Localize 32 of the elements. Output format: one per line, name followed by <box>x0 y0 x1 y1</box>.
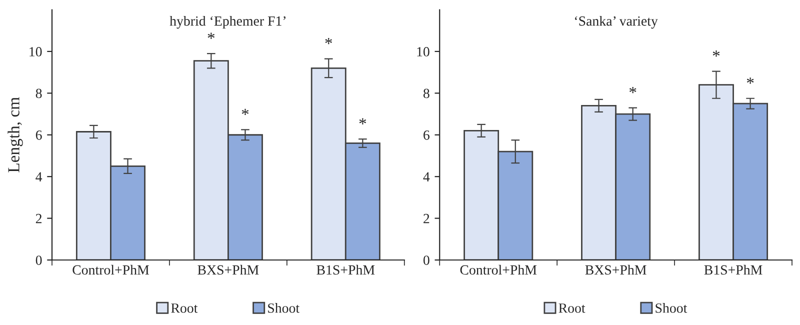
annotation: * <box>325 38 332 44</box>
x-tick-label: Control+PhM <box>72 264 149 275</box>
x-tick-label: B1S+PhM <box>316 264 375 275</box>
y-tick-label: 2 <box>424 214 430 224</box>
x-tick-label: Control+PhM <box>460 264 537 275</box>
legend-label: Root <box>558 304 586 313</box>
y-tick-label: 6 <box>424 130 430 140</box>
y-tick-label: 0 <box>36 256 42 265</box>
y-tick-label: 2 <box>36 214 42 224</box>
x-tick-label: B1S+PhM <box>704 264 762 275</box>
annotation: * <box>208 32 215 39</box>
chart-title: hybrid ‘Ephemer F1’ <box>170 16 286 29</box>
annotation: * <box>629 86 636 94</box>
y-tick-label: 4 <box>36 172 42 182</box>
y-tick-label: 6 <box>36 130 42 140</box>
legend-label: Shoot <box>656 303 688 313</box>
chart-title: ‘Sanka’ variety <box>575 16 658 29</box>
annotation: * <box>712 50 720 57</box>
annotation: * <box>242 108 249 115</box>
x-tick-label: BXS+PhM <box>585 264 646 275</box>
y-tick-label: 10 <box>417 47 430 56</box>
y-axis-title: Length, cm <box>8 97 23 172</box>
y-tick-label: 8 <box>423 88 430 98</box>
legend-label: Shoot <box>268 303 300 313</box>
annotation: * <box>746 78 754 84</box>
y-tick-label: 8 <box>36 88 42 98</box>
legend-label: Root <box>171 304 198 313</box>
annotation: * <box>359 118 366 124</box>
y-tick-label: 0 <box>423 256 430 265</box>
x-tick-label: BXS+PhM <box>198 264 259 275</box>
y-tick-label: 4 <box>423 172 430 182</box>
y-tick-label: 10 <box>30 47 42 56</box>
